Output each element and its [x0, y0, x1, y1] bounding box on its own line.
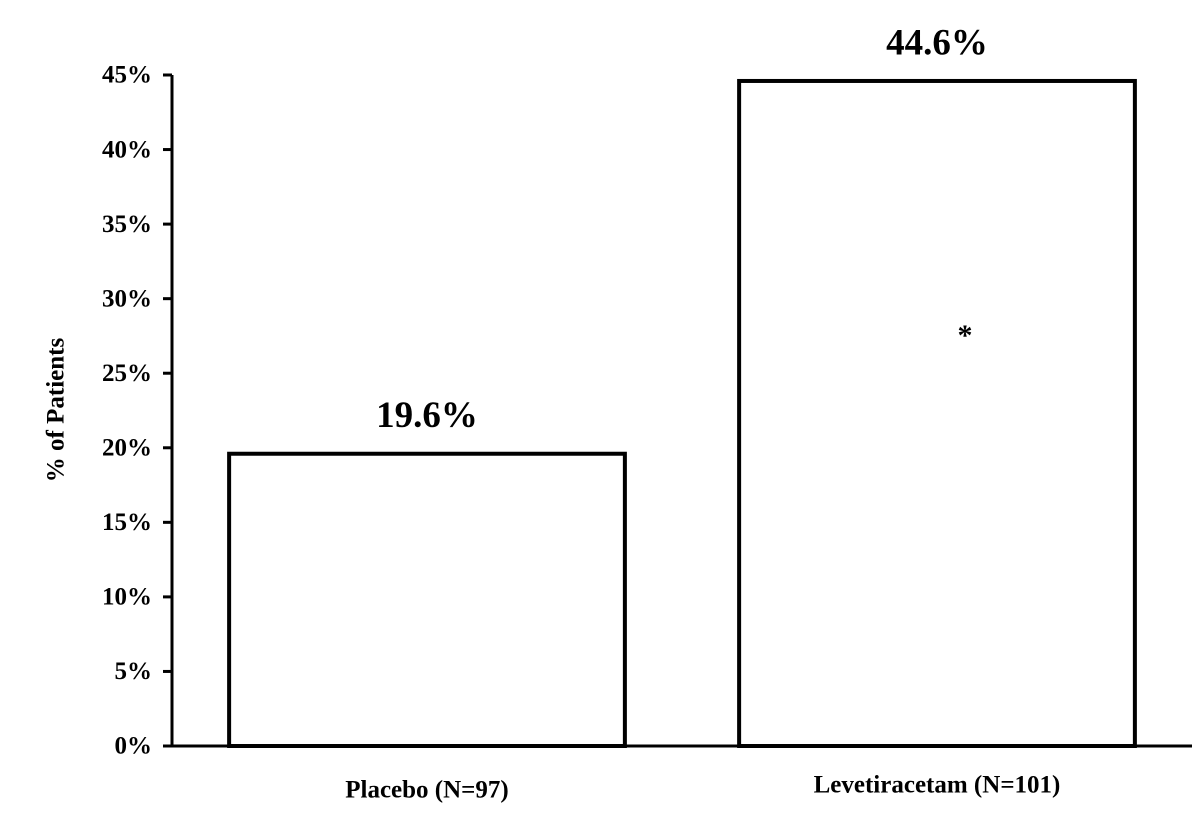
x-tick-label: Placebo (N=97): [345, 777, 509, 804]
value-label: 19.6%: [376, 395, 478, 436]
y-tick-label: 45%: [102, 62, 152, 89]
y-tick-label: 0%: [115, 733, 153, 760]
y-tick-label: 10%: [102, 584, 152, 611]
y-tick-label: 5%: [115, 658, 153, 685]
y-tick-label: 20%: [102, 435, 152, 462]
y-axis-title: % of Patients: [43, 338, 70, 483]
bar: [737, 78, 1137, 749]
y-tick-label: 30%: [102, 285, 152, 312]
y-tick-label: 25%: [102, 360, 152, 387]
y-tick-label: 15%: [102, 509, 152, 536]
y-tick-label: 40%: [102, 136, 152, 163]
bar: [227, 451, 627, 748]
x-tick-label: Levetiracetam (N=101): [814, 772, 1061, 799]
annotation: *: [958, 319, 973, 352]
value-label: 44.6%: [886, 22, 988, 63]
y-tick-label: 35%: [102, 211, 152, 238]
